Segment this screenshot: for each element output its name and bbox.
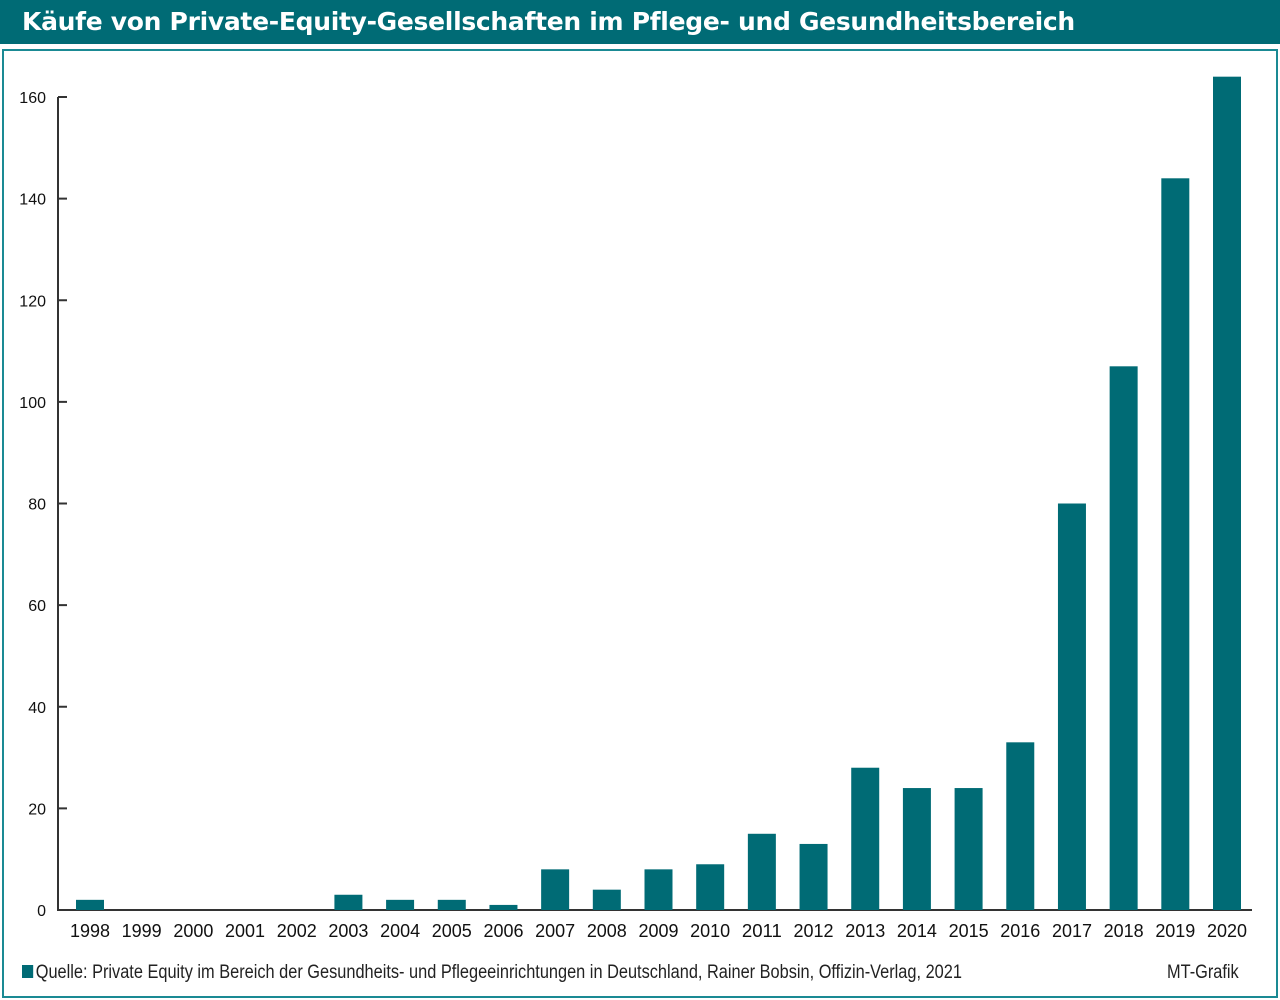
x-tick-label: 2011 — [742, 921, 782, 941]
bar-1998 — [76, 899, 104, 910]
bar-2005 — [437, 899, 466, 910]
x-tick-label: 2007 — [535, 921, 575, 941]
legend-square-icon — [22, 965, 34, 978]
x-tick-label: 2012 — [794, 921, 834, 941]
x-tick-label: 2000 — [173, 921, 213, 941]
x-tick-label: 2003 — [328, 921, 368, 941]
x-tick-label: 2009 — [639, 921, 679, 941]
bar-2019 — [1161, 178, 1190, 911]
x-tick-label: 2008 — [587, 921, 627, 941]
x-tick-label: 1999 — [122, 921, 162, 941]
x-tick-label: 2005 — [432, 921, 472, 941]
y-tick-label: 0 — [37, 903, 46, 920]
x-tick-label: 2001 — [225, 921, 265, 941]
x-tick-label: 2004 — [380, 921, 420, 941]
bar-2008 — [592, 889, 621, 910]
x-tick-label: 2006 — [483, 921, 523, 941]
x-tick-label: 2018 — [1104, 921, 1144, 941]
x-tick-label: 2019 — [1155, 921, 1195, 941]
bar-2013 — [851, 767, 880, 910]
x-tick-label: 2017 — [1052, 921, 1092, 941]
bar-2020 — [1213, 76, 1241, 911]
bar-2009 — [644, 869, 673, 910]
x-tick-label: 2014 — [897, 921, 937, 941]
bar-2015 — [954, 788, 983, 910]
bar-2004 — [386, 899, 415, 910]
x-tick-label: 2002 — [277, 921, 317, 941]
y-tick-label: 100 — [19, 395, 46, 412]
x-tick-label: 2016 — [1000, 921, 1040, 941]
credit: MT-Grafik — [1167, 962, 1239, 983]
bar-2017 — [1057, 503, 1086, 910]
bar-2003 — [334, 894, 363, 910]
bar-2010 — [696, 864, 725, 910]
x-tick-label: 2015 — [949, 921, 989, 941]
bar-2011 — [747, 833, 776, 910]
bar-2012 — [799, 843, 828, 910]
y-tick-label: 140 — [19, 192, 46, 209]
y-tick-label: 60 — [28, 598, 46, 615]
bar-2018 — [1109, 366, 1138, 910]
y-tick-label: 160 — [19, 90, 46, 107]
y-tick-label: 20 — [28, 801, 46, 818]
y-tick-label: 40 — [28, 700, 46, 717]
x-tick-label: 2010 — [690, 921, 730, 941]
bar-2014 — [902, 788, 931, 910]
chart-frame — [2, 49, 1278, 998]
bar-2007 — [541, 869, 570, 910]
title-bar: Käufe von Private-Equity-Gesellschaften … — [0, 0, 1280, 44]
source-text: Quelle: Private Equity im Bereich der Ge… — [35, 962, 962, 983]
x-tick-label: 2020 — [1207, 921, 1247, 941]
x-tick-label: 2013 — [845, 921, 885, 941]
x-tick-label: 1998 — [70, 921, 110, 941]
y-tick-label: 80 — [28, 497, 46, 514]
bar-2006 — [489, 904, 518, 910]
y-tick-label: 120 — [19, 293, 46, 310]
bar-2016 — [1006, 742, 1035, 910]
chart-title: Käufe von Private-Equity-Gesellschaften … — [22, 7, 1075, 36]
source-note: Quelle: Private Equity im Bereich der Ge… — [22, 962, 962, 984]
